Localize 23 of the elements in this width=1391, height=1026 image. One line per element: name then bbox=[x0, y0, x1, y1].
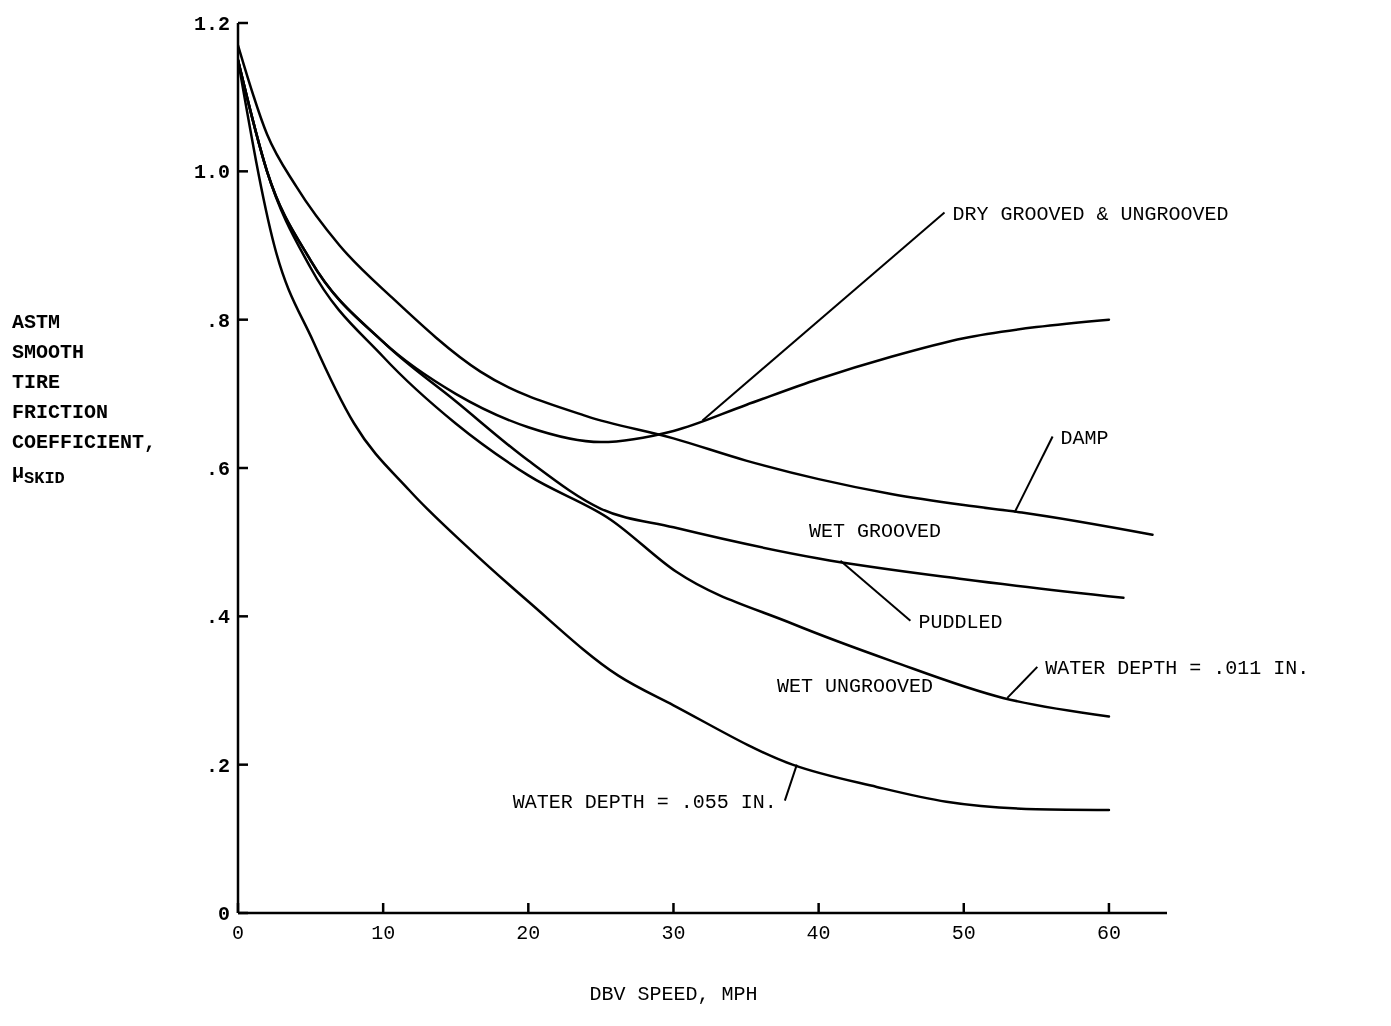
x-axis-title: DBV SPEED, MPH bbox=[589, 983, 758, 1006]
x-tick-label: 30 bbox=[661, 922, 686, 946]
x-tick-label: 10 bbox=[371, 922, 396, 946]
y-tick-label: 1.0 bbox=[193, 161, 230, 185]
annotation: WATER DEPTH = .055 IN. bbox=[512, 790, 777, 814]
y-tick-label: .6 bbox=[205, 458, 230, 482]
y-tick-label: 1.2 bbox=[193, 13, 230, 37]
annotation: DRY GROOVED & UNGROOVED bbox=[952, 202, 1229, 226]
annotation: WATER DEPTH = .011 IN. bbox=[1045, 656, 1310, 680]
annotation: WET GROOVED bbox=[808, 520, 942, 543]
y-tick-label: .2 bbox=[205, 754, 230, 778]
y-axis-title: ASTM SMOOTH TIRE FRICTION COEFFICIENT, μ$_{SKID}$ bbox=[12, 311, 157, 489]
x-tick-label: 50 bbox=[951, 922, 976, 946]
y-tick-label: .8 bbox=[205, 309, 230, 333]
x-tick-label: 60 bbox=[1096, 922, 1121, 946]
x-tick-label: 0 bbox=[231, 922, 245, 946]
y-tick-label: .4 bbox=[205, 606, 230, 630]
x-tick-label: 40 bbox=[806, 922, 831, 946]
x-tick-label: 20 bbox=[516, 922, 541, 946]
annotation: WET UNGROOVED bbox=[776, 675, 934, 698]
y-tick-label: 0 bbox=[217, 903, 230, 927]
annotation: PUDDLED bbox=[918, 610, 1003, 634]
annotation: DAMP bbox=[1060, 426, 1109, 450]
